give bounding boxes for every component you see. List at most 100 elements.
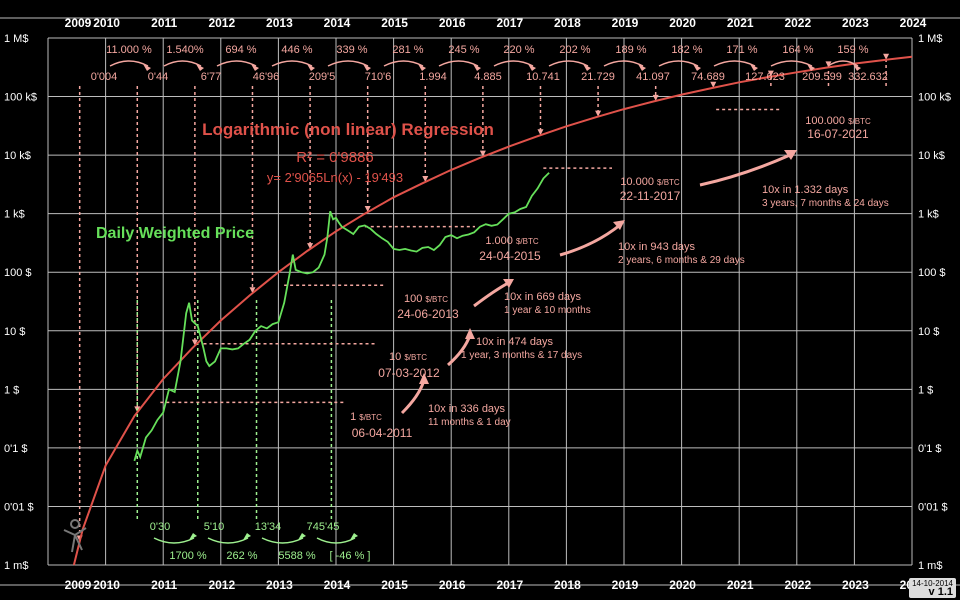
bottom-arrow-head xyxy=(189,533,197,540)
top-arrow xyxy=(438,60,479,67)
top-arrow-head xyxy=(196,64,204,71)
guide-lines xyxy=(76,53,890,542)
year-label: 2018 xyxy=(554,578,581,592)
regression-value: 209.599 xyxy=(802,71,842,83)
price-path xyxy=(133,172,550,462)
growth-pct: 1.540% xyxy=(166,44,204,56)
milestone-date: 24-04-2015 xyxy=(479,249,541,263)
tenx-days: 10x in 474 days xyxy=(476,336,554,348)
y-tick-label: 1 $ xyxy=(4,384,19,396)
year-label: 2015 xyxy=(381,578,408,592)
y-tick-label: 0'01 $ xyxy=(4,501,34,513)
tenx-detail: 3 years, 7 months & 24 days xyxy=(762,198,889,209)
guide-arrow-head xyxy=(537,129,544,136)
year-label: 2017 xyxy=(496,578,523,592)
year-label: 2019 xyxy=(612,16,639,30)
milestone-date: 06-04-2011 xyxy=(352,426,413,440)
guide-arrow-head xyxy=(191,339,198,346)
regression-value: 4.885 xyxy=(474,71,502,83)
regression-value: 74.689 xyxy=(691,71,725,83)
top-arrow-head xyxy=(143,64,151,71)
bottom-arrow xyxy=(153,537,195,544)
y-tick-label: 1 m$ xyxy=(918,560,942,572)
year-label: 2023 xyxy=(842,16,869,30)
bottom-arrow-head xyxy=(350,533,358,540)
price-pct: 5588 % xyxy=(278,550,316,562)
tenx-notes: 10x in 336 days 11 months & 1 day 10x in… xyxy=(428,184,889,428)
tenx-days: 10x in 943 days xyxy=(618,241,696,253)
arrow xyxy=(559,223,621,257)
price-pct: 262 % xyxy=(226,550,257,562)
arrow-head xyxy=(465,328,475,339)
y-tick-label: 10 $ xyxy=(918,326,939,338)
top-arrow xyxy=(603,60,644,67)
price-pct: 1700 % xyxy=(169,550,207,562)
regression-value: 127.623 xyxy=(745,71,785,83)
y-tick-label: 1 m$ xyxy=(4,560,28,572)
guide-arrow-head xyxy=(710,81,717,88)
guide-arrow-head xyxy=(825,61,832,68)
tenx-days: 10x in 669 days xyxy=(504,291,582,303)
regression-values-row: 0'004 0'44 6'77 46'96 209'5 710'6 1.994 … xyxy=(91,71,888,83)
regression-value: 10.741 xyxy=(526,71,560,83)
growth-pct: 694 % xyxy=(225,44,256,56)
year-label: 2012 xyxy=(208,578,235,592)
arrow-head xyxy=(419,373,429,384)
y-tick-label: 100 $ xyxy=(918,267,946,279)
guide-arrow-head xyxy=(479,150,486,157)
price-value: 5'10 xyxy=(204,521,224,533)
bottom-curved-arrows xyxy=(153,533,358,544)
year-label: 2009 xyxy=(65,16,92,30)
guide-arrow-head xyxy=(767,70,774,77)
regression-value: 209'5 xyxy=(309,71,336,83)
top-arrow-head xyxy=(853,64,861,71)
guide-arrow-head xyxy=(364,206,371,213)
y-tick-label: 1 M$ xyxy=(4,33,28,45)
tenx-detail: 1 year & 10 months xyxy=(504,305,591,316)
regression-value: 21.729 xyxy=(581,71,615,83)
y-tick-label: 10 k$ xyxy=(4,150,31,162)
bottom-arrow-head xyxy=(298,533,306,540)
price-value: 745'45 xyxy=(307,521,340,533)
arrow xyxy=(400,379,426,415)
regression-value: 6'77 xyxy=(201,71,221,83)
bottom-arrow-head xyxy=(243,533,251,540)
top-arrow-head xyxy=(251,64,259,71)
year-label: 2014 xyxy=(324,578,351,592)
top-arrow xyxy=(383,60,424,67)
tenx-days: 10x in 336 days xyxy=(428,403,506,415)
year-label: 2022 xyxy=(784,578,811,592)
regression-value: 710'6 xyxy=(365,71,392,83)
year-label: 2016 xyxy=(439,578,466,592)
tenx-days: 10x in 1.332 days xyxy=(762,184,849,196)
growth-pct: 189 % xyxy=(615,44,646,56)
price-value: 13'34 xyxy=(255,521,282,533)
year-label: 2010 xyxy=(93,16,120,30)
regression-value: 0'004 xyxy=(91,71,118,83)
y-tick-label: 1 k$ xyxy=(918,209,939,221)
growth-pct-row: 11.000 % 1.540% 694 % 446 % 339 % 281 % … xyxy=(106,44,869,56)
regression-path xyxy=(72,55,913,566)
price-series-label: Daily Weighted Price xyxy=(96,225,254,242)
y-tick-label: 1 $ xyxy=(918,384,933,396)
price-value: 0'30 xyxy=(150,521,170,533)
top-arrow xyxy=(770,60,813,67)
top-arrow xyxy=(493,60,534,67)
growth-pct: 182 % xyxy=(671,44,702,56)
top-arrow xyxy=(327,60,369,67)
price-pct: [ -46 % ] xyxy=(330,550,371,562)
y-tick-label: 10 $ xyxy=(4,326,25,338)
y-tick-label: 100 $ xyxy=(4,267,32,279)
r2-label: R² = 0'9886 xyxy=(296,149,374,166)
y-axis-right: 1 M$ 100 k$ 10 k$ 1 k$ 100 $ 10 $ 1 $ 0'1 $ 0'01… xyxy=(918,33,951,572)
top-arrow xyxy=(658,60,699,67)
milestone-price: 10.000 $/BTC xyxy=(620,176,680,188)
year-label: 2022 xyxy=(784,16,811,30)
arrow-head xyxy=(784,150,797,160)
top-arrow xyxy=(109,60,149,67)
milestone-arrows xyxy=(400,153,791,415)
top-arrow-head xyxy=(638,64,646,71)
tenx-detail: 11 months & 1 day xyxy=(428,417,511,428)
guide-arrow-head xyxy=(595,110,602,117)
year-label: 2009 xyxy=(65,578,92,592)
